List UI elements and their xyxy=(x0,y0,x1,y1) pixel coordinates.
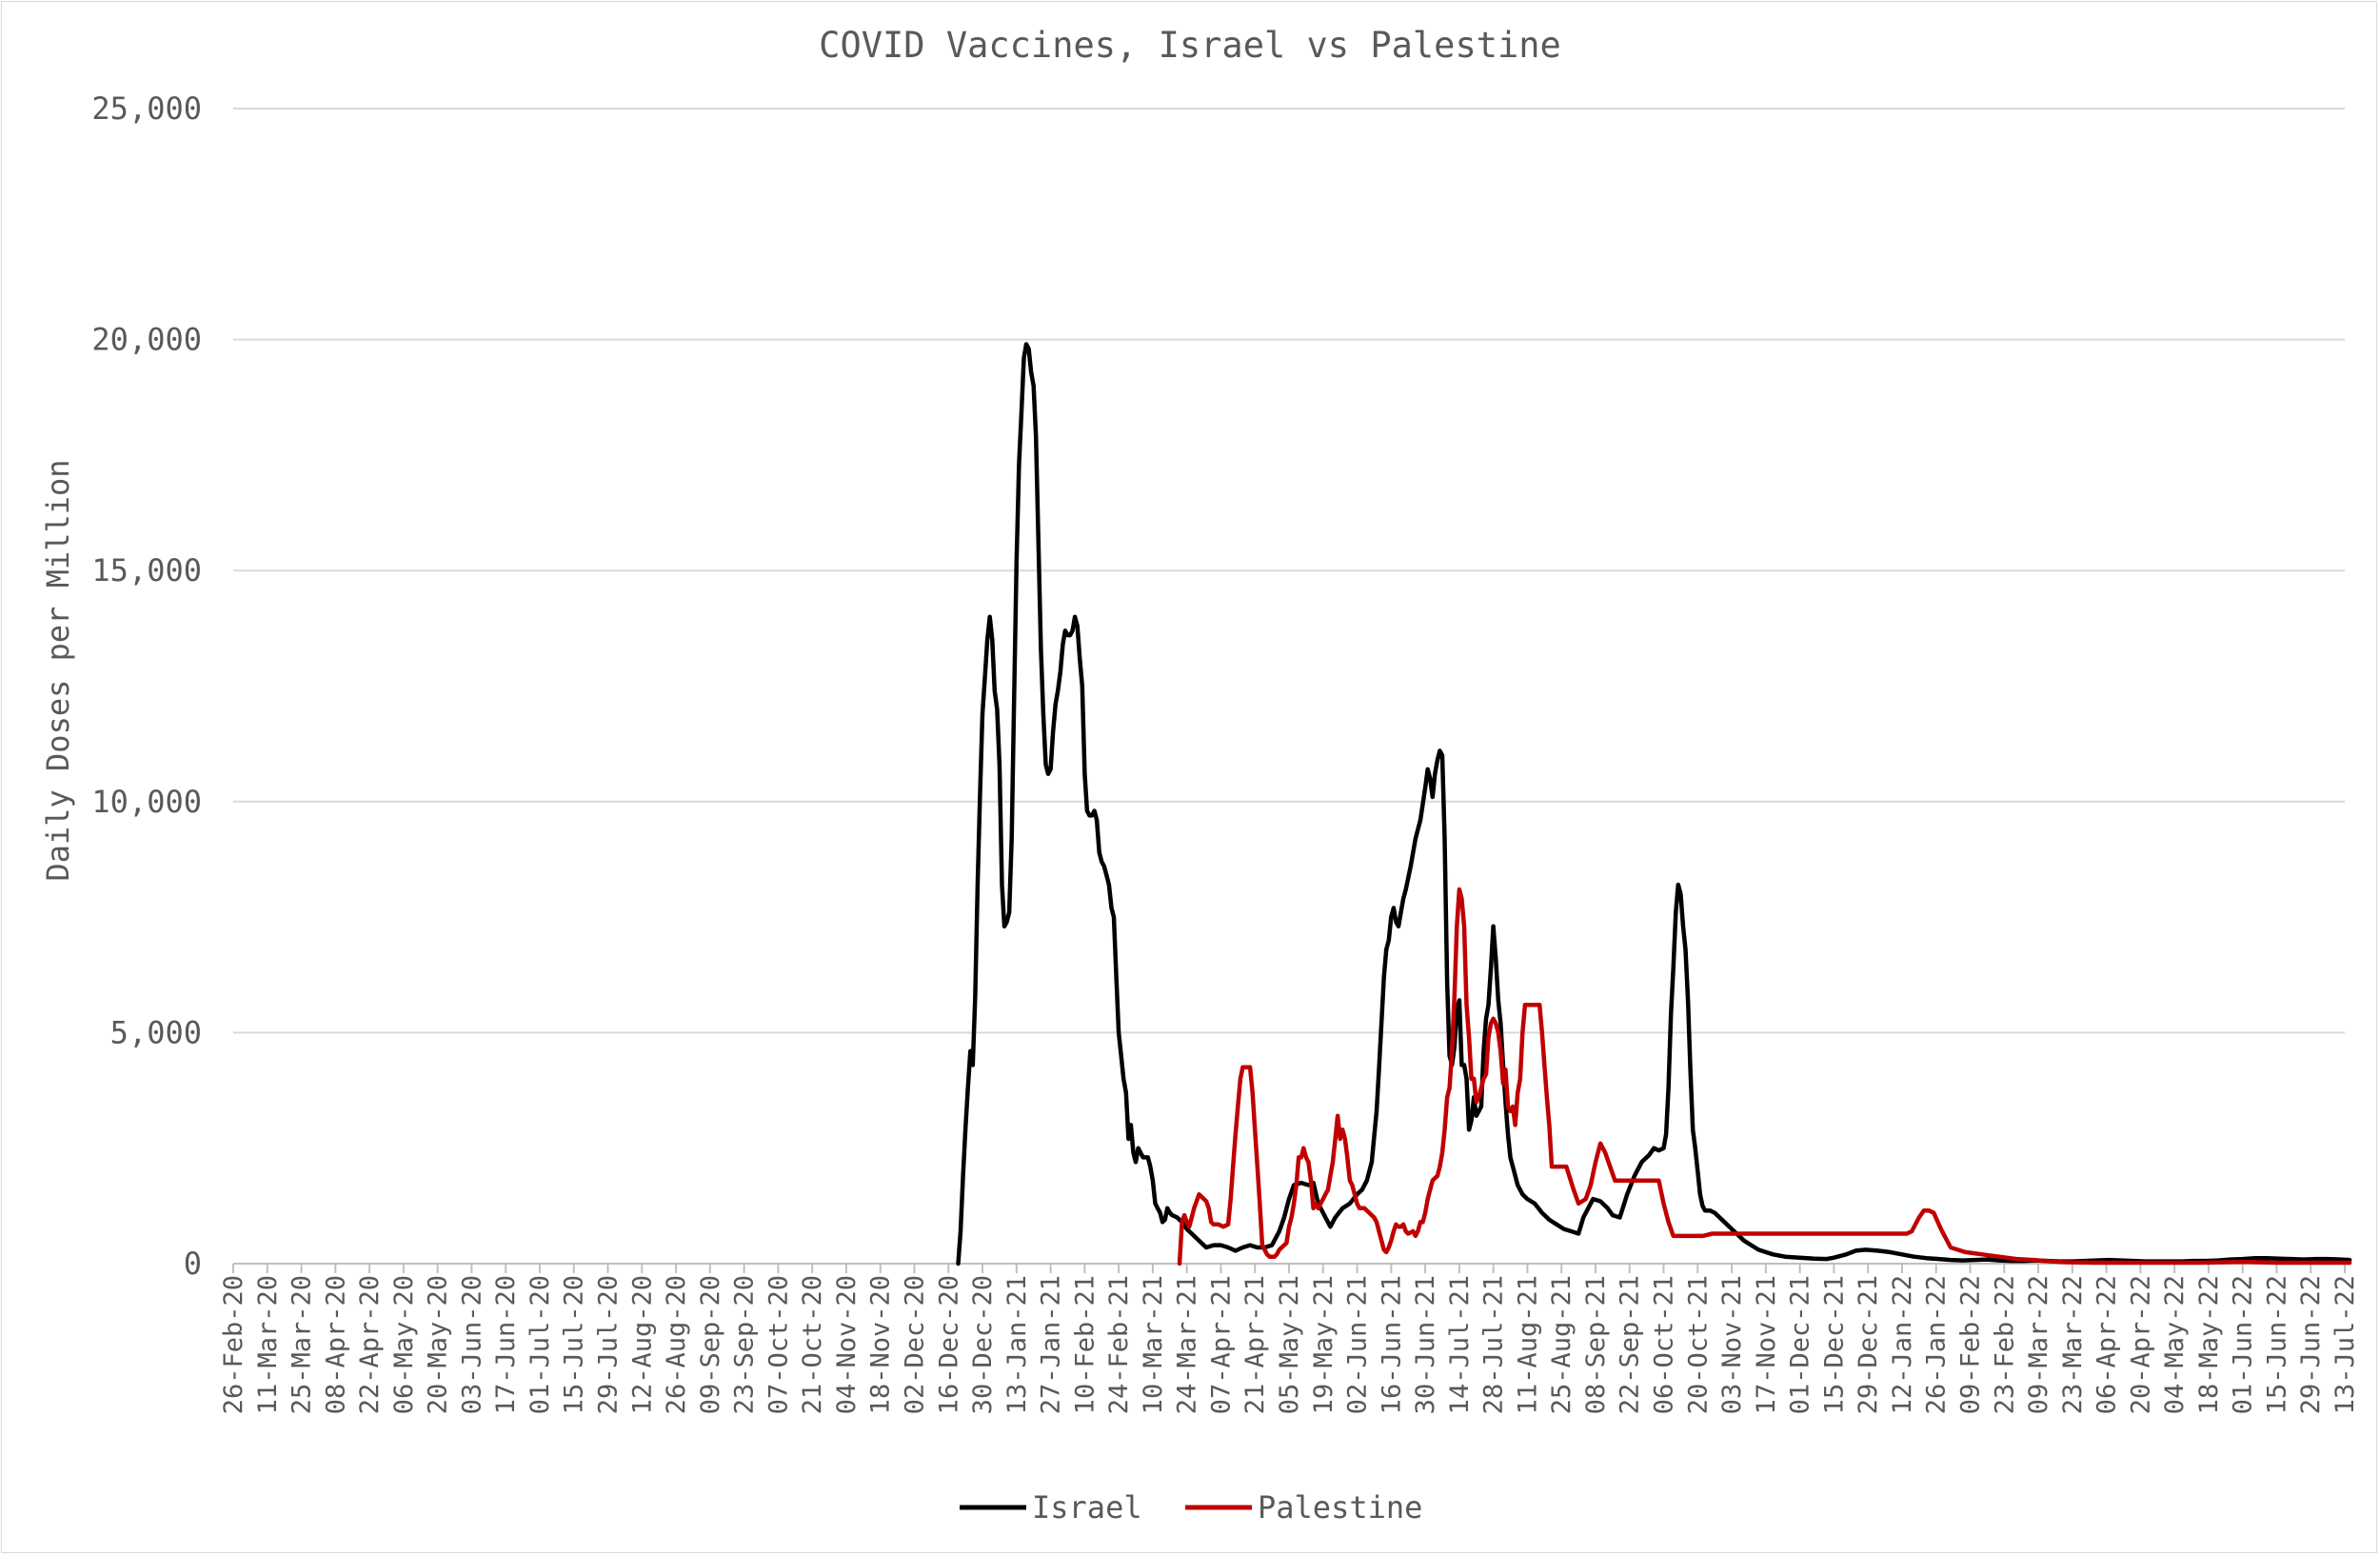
x-tick-label: 14-Jul-21 xyxy=(1445,1275,1475,1414)
x-tick-label: 24-Mar-21 xyxy=(1173,1275,1202,1414)
y-axis-title: Daily Doses per Million xyxy=(40,459,76,881)
legend-label-israel: Israel xyxy=(1032,1489,1142,1526)
x-tick-label: 23-Feb-22 xyxy=(1990,1275,2019,1414)
x-tick-label: 15-Jun-22 xyxy=(2262,1275,2291,1414)
x-tick-label: 16-Jun-21 xyxy=(1377,1275,1406,1414)
x-tick-label: 07-Oct-20 xyxy=(764,1275,793,1414)
x-tick-label: 15-Dec-21 xyxy=(1819,1275,1849,1414)
x-tick-label: 09-Feb-22 xyxy=(1955,1275,1985,1414)
x-tick-label: 30-Dec-20 xyxy=(968,1275,998,1414)
x-tick-label: 11-Aug-21 xyxy=(1513,1275,1542,1414)
y-axis-ticks: 0 5,000 10,000 15,000 20,000 25,000 xyxy=(91,90,202,1282)
series-lines xyxy=(956,342,2352,1267)
legend-label-palestine: Palestine xyxy=(1258,1489,1422,1526)
x-tick-label: 10-Mar-21 xyxy=(1139,1275,1168,1414)
x-tick-label: 23-Sep-20 xyxy=(730,1275,760,1414)
x-tick-label: 09-Mar-22 xyxy=(2024,1275,2053,1414)
x-tick-label: 11-Mar-20 xyxy=(253,1275,283,1414)
x-tick-label: 06-May-20 xyxy=(389,1275,419,1414)
x-tick-label: 20-Oct-21 xyxy=(1683,1275,1713,1414)
x-tick-label: 16-Dec-20 xyxy=(934,1275,963,1414)
x-tick-label: 22-Apr-20 xyxy=(355,1275,385,1414)
x-tick-label: 22-Sep-21 xyxy=(1616,1275,1645,1414)
x-tick-label: 04-Nov-20 xyxy=(832,1275,862,1414)
y-tick-label: 15,000 xyxy=(91,552,202,588)
y-tick-label: 0 xyxy=(184,1246,202,1282)
chart-title: COVID Vaccines, Israel vs Palestine xyxy=(819,25,1561,66)
x-tick-label: 25-Aug-21 xyxy=(1547,1275,1577,1414)
x-tick-label: 30-Jun-21 xyxy=(1411,1275,1440,1414)
x-tick-label: 10-Feb-21 xyxy=(1070,1275,1100,1414)
y-tick-label: 25,000 xyxy=(91,90,202,127)
x-tick-label: 26-Jan-22 xyxy=(1922,1275,1952,1414)
x-tick-label: 26-Aug-20 xyxy=(662,1275,691,1414)
x-tick-label: 23-Mar-22 xyxy=(2058,1275,2088,1414)
y-tick-label: 5,000 xyxy=(110,1014,202,1050)
x-tick-label: 01-Jul-20 xyxy=(526,1275,555,1414)
x-tick-label: 07-Apr-21 xyxy=(1206,1275,1236,1414)
x-tick-label: 19-May-21 xyxy=(1309,1275,1339,1414)
x-tick-label: 24-Feb-21 xyxy=(1104,1275,1134,1414)
x-tick-label: 06-Apr-22 xyxy=(2092,1275,2122,1414)
x-tick-label: 08-Apr-20 xyxy=(321,1275,350,1414)
series-line-palestine xyxy=(1177,887,2352,1267)
x-tick-label: 29-Dec-21 xyxy=(1854,1275,1883,1414)
x-tick-label: 18-Nov-20 xyxy=(866,1275,896,1414)
x-tick-label: 01-Dec-21 xyxy=(1786,1275,1815,1414)
x-tick-label: 21-Oct-20 xyxy=(798,1275,827,1414)
x-tick-label: 03-Jun-20 xyxy=(457,1275,486,1414)
x-tick-label: 03-Nov-21 xyxy=(1717,1275,1747,1414)
x-tick-label: 12-Jan-22 xyxy=(1888,1275,1917,1414)
x-tick-label: 13-Jan-21 xyxy=(1002,1275,1032,1414)
x-tick-label: 26-Feb-20 xyxy=(219,1275,248,1414)
x-tick-label: 01-Jun-22 xyxy=(2229,1275,2258,1414)
x-tick-label: 08-Sep-21 xyxy=(1581,1275,1611,1414)
x-tick-label: 17-Nov-21 xyxy=(1752,1275,1781,1414)
x-tick-label: 09-Sep-20 xyxy=(696,1275,725,1414)
x-tick-label: 20-May-20 xyxy=(424,1275,453,1414)
x-tick-label: 18-May-22 xyxy=(2194,1275,2224,1414)
legend: Israel Palestine xyxy=(960,1489,1422,1526)
x-axis: 26-Feb-20 11-Mar-20 25-Mar-20 08-Apr-20 22-A… xyxy=(219,1263,2360,1414)
x-tick-label: 13-Jul-22 xyxy=(2330,1275,2360,1414)
x-tick-label: 25-Mar-20 xyxy=(288,1275,317,1414)
series-line-israel xyxy=(956,342,2352,1267)
x-tick-label: 29-Jul-20 xyxy=(594,1275,624,1414)
x-tick-label: 27-Jan-21 xyxy=(1037,1275,1066,1414)
y-tick-label: 10,000 xyxy=(91,784,202,820)
x-tick-label: 04-May-22 xyxy=(2160,1275,2190,1414)
x-tick-label: 05-May-21 xyxy=(1275,1275,1304,1414)
x-tick-label: 20-Apr-22 xyxy=(2126,1275,2155,1414)
x-tick-label: 02-Jun-21 xyxy=(1343,1275,1373,1414)
x-tick-label: 12-Aug-20 xyxy=(627,1275,657,1414)
y-tick-label: 20,000 xyxy=(91,322,202,358)
x-tick-label: 21-Apr-21 xyxy=(1240,1275,1270,1414)
x-tick-label: 28-Jul-21 xyxy=(1479,1275,1509,1414)
gridlines xyxy=(233,108,2345,1034)
x-tick-label: 06-Oct-21 xyxy=(1650,1275,1679,1414)
x-tick-label: 17-Jun-20 xyxy=(491,1275,521,1414)
x-tick-label: 02-Dec-20 xyxy=(900,1275,929,1414)
x-tick-label: 15-Jul-20 xyxy=(560,1275,589,1414)
x-tick-label: 29-Jun-22 xyxy=(2296,1275,2326,1414)
